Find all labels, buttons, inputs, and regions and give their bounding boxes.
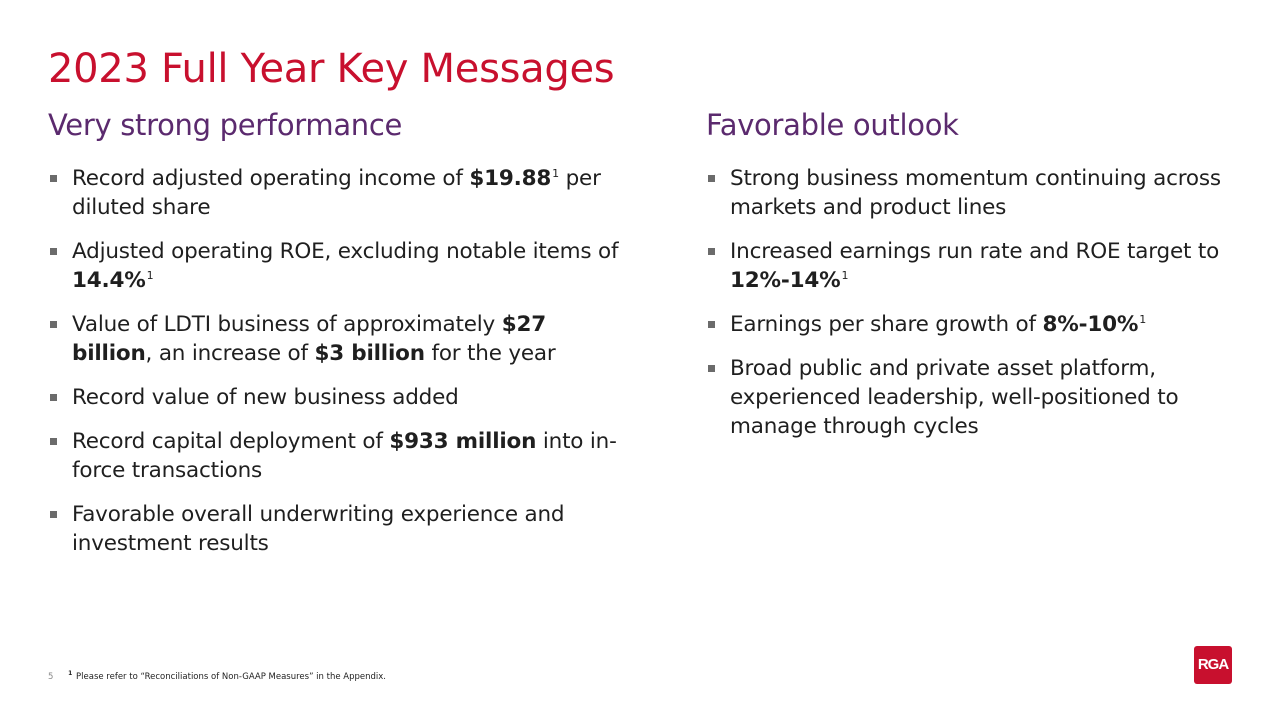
bullet-highlight: $3 billion — [314, 341, 425, 366]
bullet-item: Increased earnings run rate and ROE targ… — [706, 237, 1226, 295]
footnote-ref: 1 — [841, 268, 849, 282]
square-bullet-icon — [50, 438, 57, 445]
square-bullet-icon — [708, 365, 715, 372]
bullet-text: for the year — [424, 341, 556, 366]
performance-column: Very strong performance Record adjusted … — [48, 108, 628, 573]
rga-logo: RGA — [1194, 646, 1232, 684]
bullet-text: Strong business momentum continuing acro… — [730, 166, 1221, 220]
outlook-bullet-list: Strong business momentum continuing acro… — [706, 164, 1226, 441]
bullet-text: Adjusted operating ROE, excluding notabl… — [72, 239, 619, 264]
bullet-item: Adjusted operating ROE, excluding notabl… — [48, 237, 628, 295]
footnote-marker: 1 — [68, 670, 73, 677]
footer: 5 1 Please refer to “Reconciliations of … — [48, 670, 386, 682]
footnote-ref: 1 — [1139, 312, 1147, 326]
performance-heading: Very strong performance — [48, 108, 403, 142]
bullet-text: Record adjusted operating income of — [72, 166, 470, 191]
bullet-highlight: $933 million — [389, 429, 537, 454]
bullet-text: into in-force transactions — [72, 429, 617, 483]
bullet-highlight: $19.88 — [469, 166, 552, 191]
page-title: 2023 Full Year Key Messages — [48, 46, 615, 92]
footnote-text: Please refer to “Reconciliations of Non-… — [76, 671, 386, 682]
bullet-highlight: $27 billion — [72, 312, 546, 366]
square-bullet-icon — [50, 175, 57, 182]
page-number: 5 — [48, 671, 54, 682]
bullet-text: , an increase of — [145, 341, 315, 366]
bullet-text: per diluted share — [72, 166, 601, 220]
bullet-item: Earnings per share growth of 8%-10%1 — [706, 310, 1226, 339]
square-bullet-icon — [708, 248, 715, 255]
bullet-text: Earnings per share growth of — [730, 312, 1043, 337]
square-bullet-icon — [50, 248, 57, 255]
bullet-text: Increased earnings run rate and ROE targ… — [730, 239, 1220, 264]
bullet-text: Broad public and private asset platform,… — [730, 356, 1179, 439]
bullet-item: Record adjusted operating income of $19.… — [48, 164, 628, 222]
square-bullet-icon — [708, 175, 715, 182]
outlook-column: Favorable outlook Strong business moment… — [706, 108, 1226, 456]
bullet-item: Record value of new business added — [48, 383, 628, 412]
bullet-highlight: 12%-14% — [730, 268, 841, 293]
bullet-item: Favorable overall underwriting experienc… — [48, 500, 628, 558]
bullet-item: Strong business momentum continuing acro… — [706, 164, 1226, 222]
outlook-heading: Favorable outlook — [706, 108, 959, 142]
performance-bullet-list: Record adjusted operating income of $19.… — [48, 164, 628, 558]
bullet-item: Value of LDTI business of approximately … — [48, 310, 628, 368]
bullet-text: Value of LDTI business of approximately — [72, 312, 502, 337]
bullet-text: Favorable overall underwriting experienc… — [72, 502, 565, 556]
square-bullet-icon — [50, 394, 57, 401]
bullet-text: Record value of new business added — [72, 385, 459, 410]
bullet-highlight: 14.4% — [72, 268, 146, 293]
bullet-item: Record capital deployment of $933 millio… — [48, 427, 628, 485]
square-bullet-icon — [50, 321, 57, 328]
square-bullet-icon — [708, 321, 715, 328]
square-bullet-icon — [50, 511, 57, 518]
bullet-item: Broad public and private asset platform,… — [706, 354, 1226, 441]
footnote-ref: 1 — [552, 166, 559, 180]
bullet-text: Record capital deployment of — [72, 429, 390, 454]
bullet-highlight: 8%-10% — [1042, 312, 1139, 337]
footnote-ref: 1 — [146, 268, 154, 282]
